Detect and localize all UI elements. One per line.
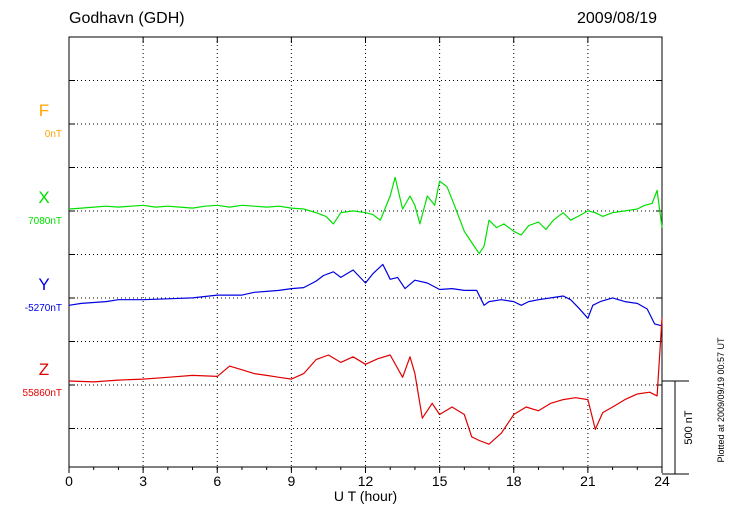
series-name-x: X	[38, 188, 49, 207]
series-name-f: F	[39, 101, 49, 120]
x-tick-label: 12	[358, 473, 374, 489]
x-axis-label: U T (hour)	[334, 488, 397, 504]
x-tick-label: 24	[654, 473, 670, 489]
plotted-at-note: Plotted at 2009/09/19 00:57 UT	[716, 337, 726, 463]
x-tick-label: 15	[432, 473, 448, 489]
series-line-y	[68, 263, 663, 327]
x-tick-label: 3	[139, 473, 147, 489]
scale-bar-label: 500 nT	[683, 410, 695, 445]
series-name-y: Y	[38, 275, 49, 294]
x-tick-label: 0	[65, 473, 73, 489]
date-label: 2009/08/19	[577, 10, 658, 27]
x-tick-label: 6	[213, 473, 221, 489]
station-title: Godhavn (GDH)	[69, 10, 185, 27]
series-line-x	[68, 176, 663, 255]
series-baseline-z: 55860nT	[23, 388, 62, 399]
series-line-z	[68, 317, 663, 445]
x-tick-label: 21	[580, 473, 596, 489]
series-baseline-x: 7080nT	[28, 216, 62, 227]
series-baseline-y: -5270nT	[25, 303, 62, 314]
x-tick-label: 9	[287, 473, 295, 489]
x-tick-label: 18	[506, 473, 522, 489]
series-name-z: Z	[39, 360, 49, 379]
series-baseline-f: 0nT	[45, 129, 62, 140]
